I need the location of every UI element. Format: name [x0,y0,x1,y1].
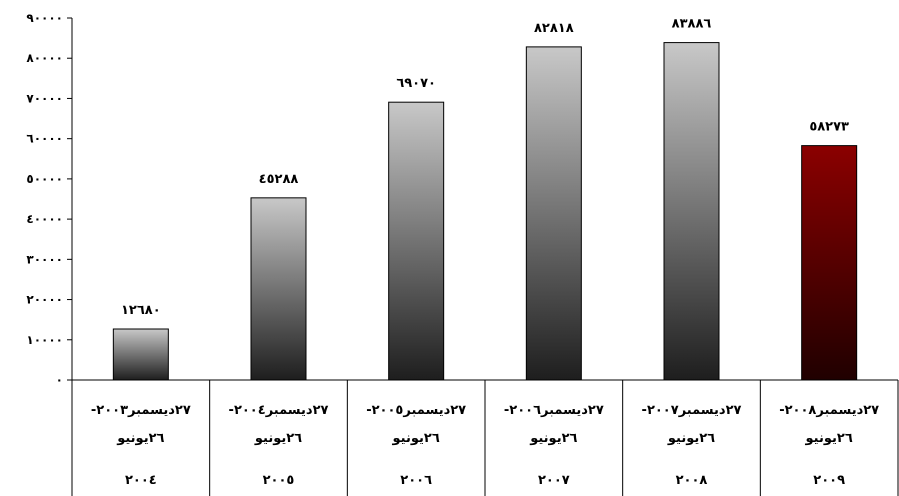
category-label: ٢٠٠٤ [125,473,157,488]
y-tick-label: ٩٠٠٠٠ [26,11,63,25]
category-label: ٢٠٠٧ [538,473,570,488]
bar-value-label: ٨٣٨٨٦ [672,17,712,32]
y-tick-label: ٣٠٠٠٠ [26,252,63,266]
bar [801,145,858,381]
category-label: ٢٧ديسمبر٢٠٠٧- [642,403,742,418]
category-label: ٢٦يونيو [392,431,440,446]
bar [663,42,720,381]
category-label: ٢٧ديسمبر٢٠٠٦- [504,403,604,418]
bar-value-label: ٥٨٢٧٣ [809,120,849,135]
bars [112,42,858,381]
category-label: ٢٠٠٨ [676,473,708,488]
bar-value-labels: ١٢٦٨٠ ٤٥٢٨٨ ٦٩٠٧٠ ٨٢٨١٨ ٨٣٨٨٦ ٥٨٢٧٣ [121,17,849,318]
category-label: ٢٦يونيو [116,431,164,446]
category-label: ٢٧ديسمبر٢٠٠٥- [366,403,466,418]
category-label: ٢٦يونيو [529,431,577,446]
bar [112,328,169,381]
bar-value-label: ٨٢٨١٨ [534,21,574,36]
category-label: ٢٧ديسمبر٢٠٠٤- [229,403,329,418]
category-label: ٢٦يونيو [254,431,302,446]
category-label: ٢٠٠٦ [400,473,432,488]
y-tick-label: ٦٠٠٠٠ [26,132,63,146]
bar [388,101,445,381]
y-tick-label: ٤٠٠٠٠ [26,212,63,226]
y-tick-label: ٨٠٠٠٠ [26,51,63,65]
y-tick-label: ٠ [56,373,63,387]
category-label: ٢٦يونيو [667,431,715,446]
bar-value-label: ٤٥٢٨٨ [259,172,299,187]
y-tick-label: ٧٠٠٠٠ [26,91,63,105]
y-tick-label: ٥٠٠٠٠ [26,172,63,186]
category-label: ٢٠٠٩ [813,473,845,488]
category-label: ٢٧ديسمبر٢٠٠٨- [779,403,879,418]
y-tick-label: ١٠٠٠٠ [26,333,63,347]
category-label: ٢٧ديسمبر٢٠٠٣- [91,403,191,418]
bar-value-label: ٦٩٠٧٠ [396,76,436,91]
category-label: ٢٠٠٥ [263,473,295,488]
category-table: ٢٧ديسمبر٢٠٠٣- ٢٦يونيو ٢٠٠٤ ٢٧ديسمبر٢٠٠٤- ٢٦ي… [71,380,899,496]
bar [250,197,307,381]
bar-value-label: ١٢٦٨٠ [121,303,161,318]
y-tick-label: ٢٠٠٠٠ [26,293,63,307]
category-label: ٢٦يونيو [805,431,853,446]
bar [525,46,582,381]
y-axis-ticks: ٠ ١٠٠٠٠ ٢٠٠٠٠ ٣٠٠٠٠ ٤٠٠٠٠ ٥٠٠٠٠ ٦٠٠٠٠ ٧٠٠٠٠ ٨٠٠٠… [26,11,72,387]
